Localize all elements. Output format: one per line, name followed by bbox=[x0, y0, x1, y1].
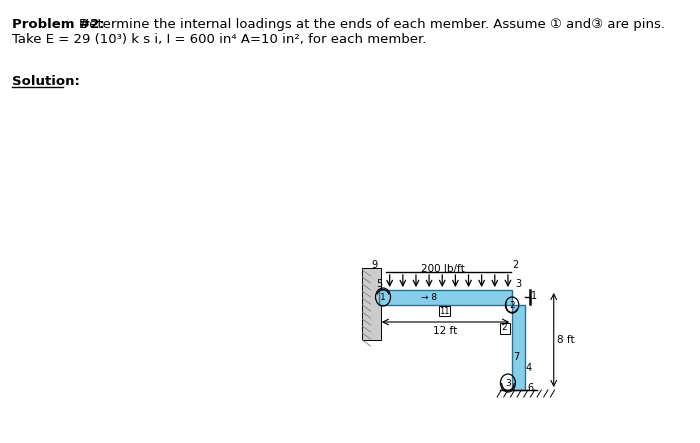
Text: 1: 1 bbox=[380, 292, 386, 302]
Bar bbox=[362, 268, 381, 340]
Text: Determine the internal loadings at the ends of each member. Assume ① and③ are pi: Determine the internal loadings at the e… bbox=[79, 18, 665, 31]
Bar bbox=[439, 306, 451, 316]
Text: Solution:: Solution: bbox=[13, 75, 80, 88]
Text: 2: 2 bbox=[512, 260, 519, 270]
Text: Take E = 29 (10³) k s i, I = 600 in⁴ A=10 in², for each member.: Take E = 29 (10³) k s i, I = 600 in⁴ A=1… bbox=[13, 33, 427, 46]
Text: 12 ft: 12 ft bbox=[433, 326, 458, 336]
Text: 9: 9 bbox=[372, 260, 378, 270]
Text: 8 ft: 8 ft bbox=[557, 335, 575, 345]
Text: 1: 1 bbox=[531, 291, 538, 301]
Bar bbox=[500, 323, 510, 334]
Text: 3: 3 bbox=[515, 279, 522, 289]
Text: 7: 7 bbox=[513, 352, 519, 362]
Text: 11: 11 bbox=[440, 307, 450, 315]
Bar bbox=[512, 305, 524, 390]
Bar bbox=[379, 290, 512, 305]
Text: 4: 4 bbox=[526, 363, 532, 373]
Text: 6: 6 bbox=[527, 383, 533, 393]
Text: Problem #2:: Problem #2: bbox=[13, 18, 105, 31]
Text: 3: 3 bbox=[505, 378, 511, 388]
Text: → 8: → 8 bbox=[421, 292, 438, 302]
Text: 200 lb/ft: 200 lb/ft bbox=[421, 264, 465, 274]
Text: 5: 5 bbox=[376, 279, 382, 289]
Text: 2: 2 bbox=[510, 300, 515, 310]
Text: 2: 2 bbox=[502, 323, 508, 333]
